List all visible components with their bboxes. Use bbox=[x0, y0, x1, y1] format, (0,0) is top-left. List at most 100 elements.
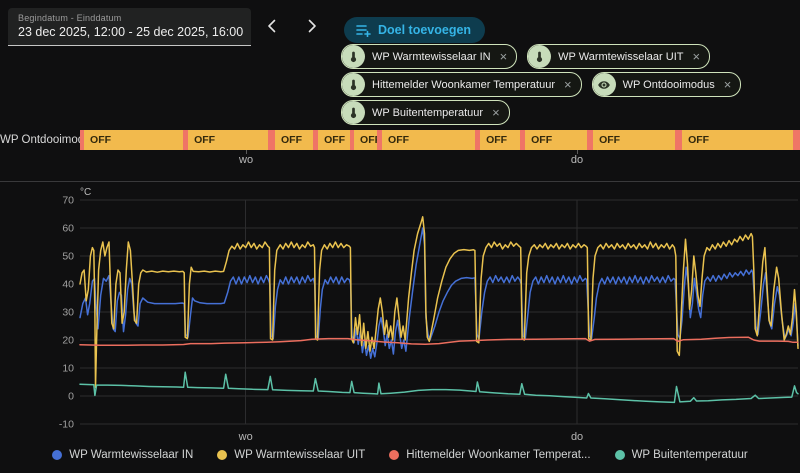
chip-label: Hittemelder Woonkamer Temperatuur bbox=[372, 78, 556, 91]
chip-label: WP Warmtewisselaar UIT bbox=[558, 50, 684, 63]
remove-chip-icon[interactable]: × bbox=[564, 77, 572, 92]
next-period-button[interactable] bbox=[295, 13, 329, 39]
timeline-state-label: OFF bbox=[194, 134, 216, 146]
y-axis-unit-label: °C bbox=[80, 187, 91, 198]
chevron-right-icon bbox=[308, 19, 316, 33]
chip-row-3: WP Buitentemperatuur × bbox=[341, 100, 510, 125]
chip-row-2: Hittemelder Woonkamer Temperatuur × WP Ont… bbox=[341, 72, 742, 97]
timeline-state-label: OFF bbox=[531, 134, 553, 146]
y-tick-label: 60 bbox=[62, 223, 74, 235]
chip-label: WP Warmtewisselaar IN bbox=[372, 50, 491, 63]
y-tick-label: -10 bbox=[59, 419, 74, 431]
timeline-segment-on[interactable] bbox=[587, 130, 594, 150]
timeline-state-label: OFF bbox=[281, 134, 303, 146]
timeline-tick bbox=[577, 150, 579, 154]
timeline-segment-on[interactable] bbox=[377, 130, 383, 150]
y-tick-label: 70 bbox=[62, 195, 74, 207]
chip-avatar bbox=[342, 45, 365, 68]
timeline-segment-off[interactable]: OFF bbox=[188, 130, 269, 150]
x-tick-label: do bbox=[571, 431, 583, 443]
timeline-segment-on[interactable] bbox=[350, 130, 355, 150]
timeline-segment-off[interactable]: OFF bbox=[382, 130, 476, 150]
thermometer-icon bbox=[350, 51, 357, 63]
y-tick-label: 40 bbox=[62, 279, 74, 291]
timeline-segment-off[interactable]: OFF bbox=[318, 130, 351, 150]
thermometer-icon bbox=[350, 107, 357, 119]
timeline-tick bbox=[246, 150, 248, 154]
filter-chip-wp-ontdooimodus[interactable]: WP Ontdooimodus × bbox=[591, 72, 742, 97]
filter-chip-wp-buitentemperatuur[interactable]: WP Buitentemperatuur × bbox=[341, 100, 510, 125]
legend-dot bbox=[217, 450, 228, 460]
x-tick-label: wo bbox=[238, 431, 253, 443]
timeline-segment-off[interactable]: OFF bbox=[682, 130, 794, 150]
date-range-value: 23 dec 2025, 12:00 - 25 dec 2025, 16:00 bbox=[18, 25, 244, 39]
timeline-segment-off[interactable]: OFF bbox=[525, 130, 588, 150]
y-tick-label: 10 bbox=[62, 363, 74, 375]
timeline-segment-off[interactable]: OFF bbox=[354, 130, 377, 150]
series-line-wp-buitentemperatuur bbox=[79, 371, 799, 404]
chip-label: WP Buitentemperatuur bbox=[372, 106, 484, 119]
chip-avatar bbox=[342, 73, 365, 96]
temperature-chart: 70 60 50 40 30 20 10 0 -10 wo do °C bbox=[59, 187, 799, 443]
filter-chip-hittemelder-woonkamer-temperatuur[interactable]: Hittemelder Woonkamer Temperatuur × bbox=[341, 72, 582, 97]
timeline-segment-on[interactable] bbox=[475, 130, 481, 150]
timeline-state-label: OFF bbox=[388, 134, 410, 146]
timeline-segment-on[interactable] bbox=[313, 130, 319, 150]
timeline-segment-off[interactable]: OFF bbox=[480, 130, 521, 150]
timeline-row-label: WP Ontdooimodus bbox=[0, 134, 97, 146]
timeline-segment-on[interactable] bbox=[268, 130, 276, 150]
chip-avatar bbox=[342, 101, 365, 124]
legend-item-hittemelder-woonkamer-temperatuur[interactable]: Hittemelder Woonkamer Temperat... bbox=[389, 449, 591, 461]
timeline-state-label: OFF bbox=[688, 134, 710, 146]
legend-item-wp-warmtewisselaar-in[interactable]: WP Warmtewisselaar IN bbox=[52, 449, 193, 461]
timeline-state-label: OFF bbox=[90, 134, 112, 146]
timeline-segment-on[interactable] bbox=[793, 130, 800, 150]
timeline-segment-on[interactable] bbox=[183, 130, 189, 150]
filter-chip-wp-warmtewisselaar-uit[interactable]: WP Warmtewisselaar UIT × bbox=[527, 44, 711, 69]
eye-icon bbox=[598, 80, 610, 89]
playlist-plus-icon bbox=[356, 24, 371, 37]
legend-dot bbox=[389, 450, 400, 460]
date-range-label: Begindatum - Einddatum bbox=[18, 13, 122, 23]
chip-avatar bbox=[592, 73, 616, 96]
legend-dot bbox=[614, 450, 625, 460]
chip-label: WP Ontdooimodus bbox=[622, 78, 715, 91]
timeline-segment-on[interactable] bbox=[80, 130, 85, 150]
series-line-wp-warmtewisselaar-uit bbox=[79, 216, 799, 389]
timeline-state-label: OFF bbox=[324, 134, 346, 146]
timeline-segment-off[interactable]: OFF bbox=[84, 130, 184, 150]
date-range-field[interactable]: Begindatum - Einddatum 23 dec 2025, 12:0… bbox=[8, 8, 251, 46]
timeline-segment-off[interactable]: OFF bbox=[593, 130, 676, 150]
add-goal-button[interactable]: Doel toevoegen bbox=[344, 17, 486, 43]
thermometer-icon bbox=[350, 79, 357, 91]
series-line-hittemelder-woonkamer-temperatuur bbox=[79, 336, 799, 347]
series-line-wp-warmtewisselaar-in bbox=[79, 227, 799, 359]
legend-item-wp-buitentemperatuur[interactable]: WP Buitentemperatuur bbox=[614, 449, 748, 461]
previous-period-button[interactable] bbox=[255, 13, 289, 39]
legend-item-wp-warmtewisselaar-uit[interactable]: WP Warmtewisselaar UIT bbox=[217, 449, 365, 461]
thermometer-icon bbox=[537, 51, 543, 63]
chip-row-1: WP Warmtewisselaar IN × WP Warmtewisselaar… bbox=[341, 44, 711, 69]
legend-dot bbox=[52, 450, 63, 460]
filter-chip-wp-warmtewisselaar-in[interactable]: WP Warmtewisselaar IN × bbox=[341, 44, 518, 69]
chevron-left-icon bbox=[268, 19, 276, 33]
timeline-state-label: OFF bbox=[599, 134, 621, 146]
section-divider bbox=[0, 181, 800, 182]
timeline-state-label: OFF bbox=[360, 134, 377, 146]
timeline-segment-on[interactable] bbox=[520, 130, 526, 150]
remove-chip-icon[interactable]: × bbox=[692, 49, 701, 64]
timeline-tick-label: wo bbox=[239, 154, 254, 166]
timeline-state-label: OFF bbox=[486, 134, 508, 146]
add-goal-label: Doel toevoegen bbox=[378, 23, 472, 37]
defrost-timeline-bar: OFF OFF OFF OFF OFF OFF OFF OFF OFF OFF bbox=[80, 130, 800, 150]
timeline-tick-label: do bbox=[570, 154, 584, 166]
remove-chip-icon[interactable]: × bbox=[492, 105, 500, 120]
timeline-segment-on[interactable] bbox=[675, 130, 683, 150]
remove-chip-icon[interactable]: × bbox=[723, 77, 732, 92]
timeline-segment-off[interactable]: OFF bbox=[275, 130, 314, 150]
y-tick-label: 30 bbox=[62, 307, 74, 319]
legend-label: WP Warmtewisselaar UIT bbox=[234, 449, 366, 461]
legend-label: WP Buitentemperatuur bbox=[631, 449, 748, 461]
remove-chip-icon[interactable]: × bbox=[499, 49, 508, 64]
